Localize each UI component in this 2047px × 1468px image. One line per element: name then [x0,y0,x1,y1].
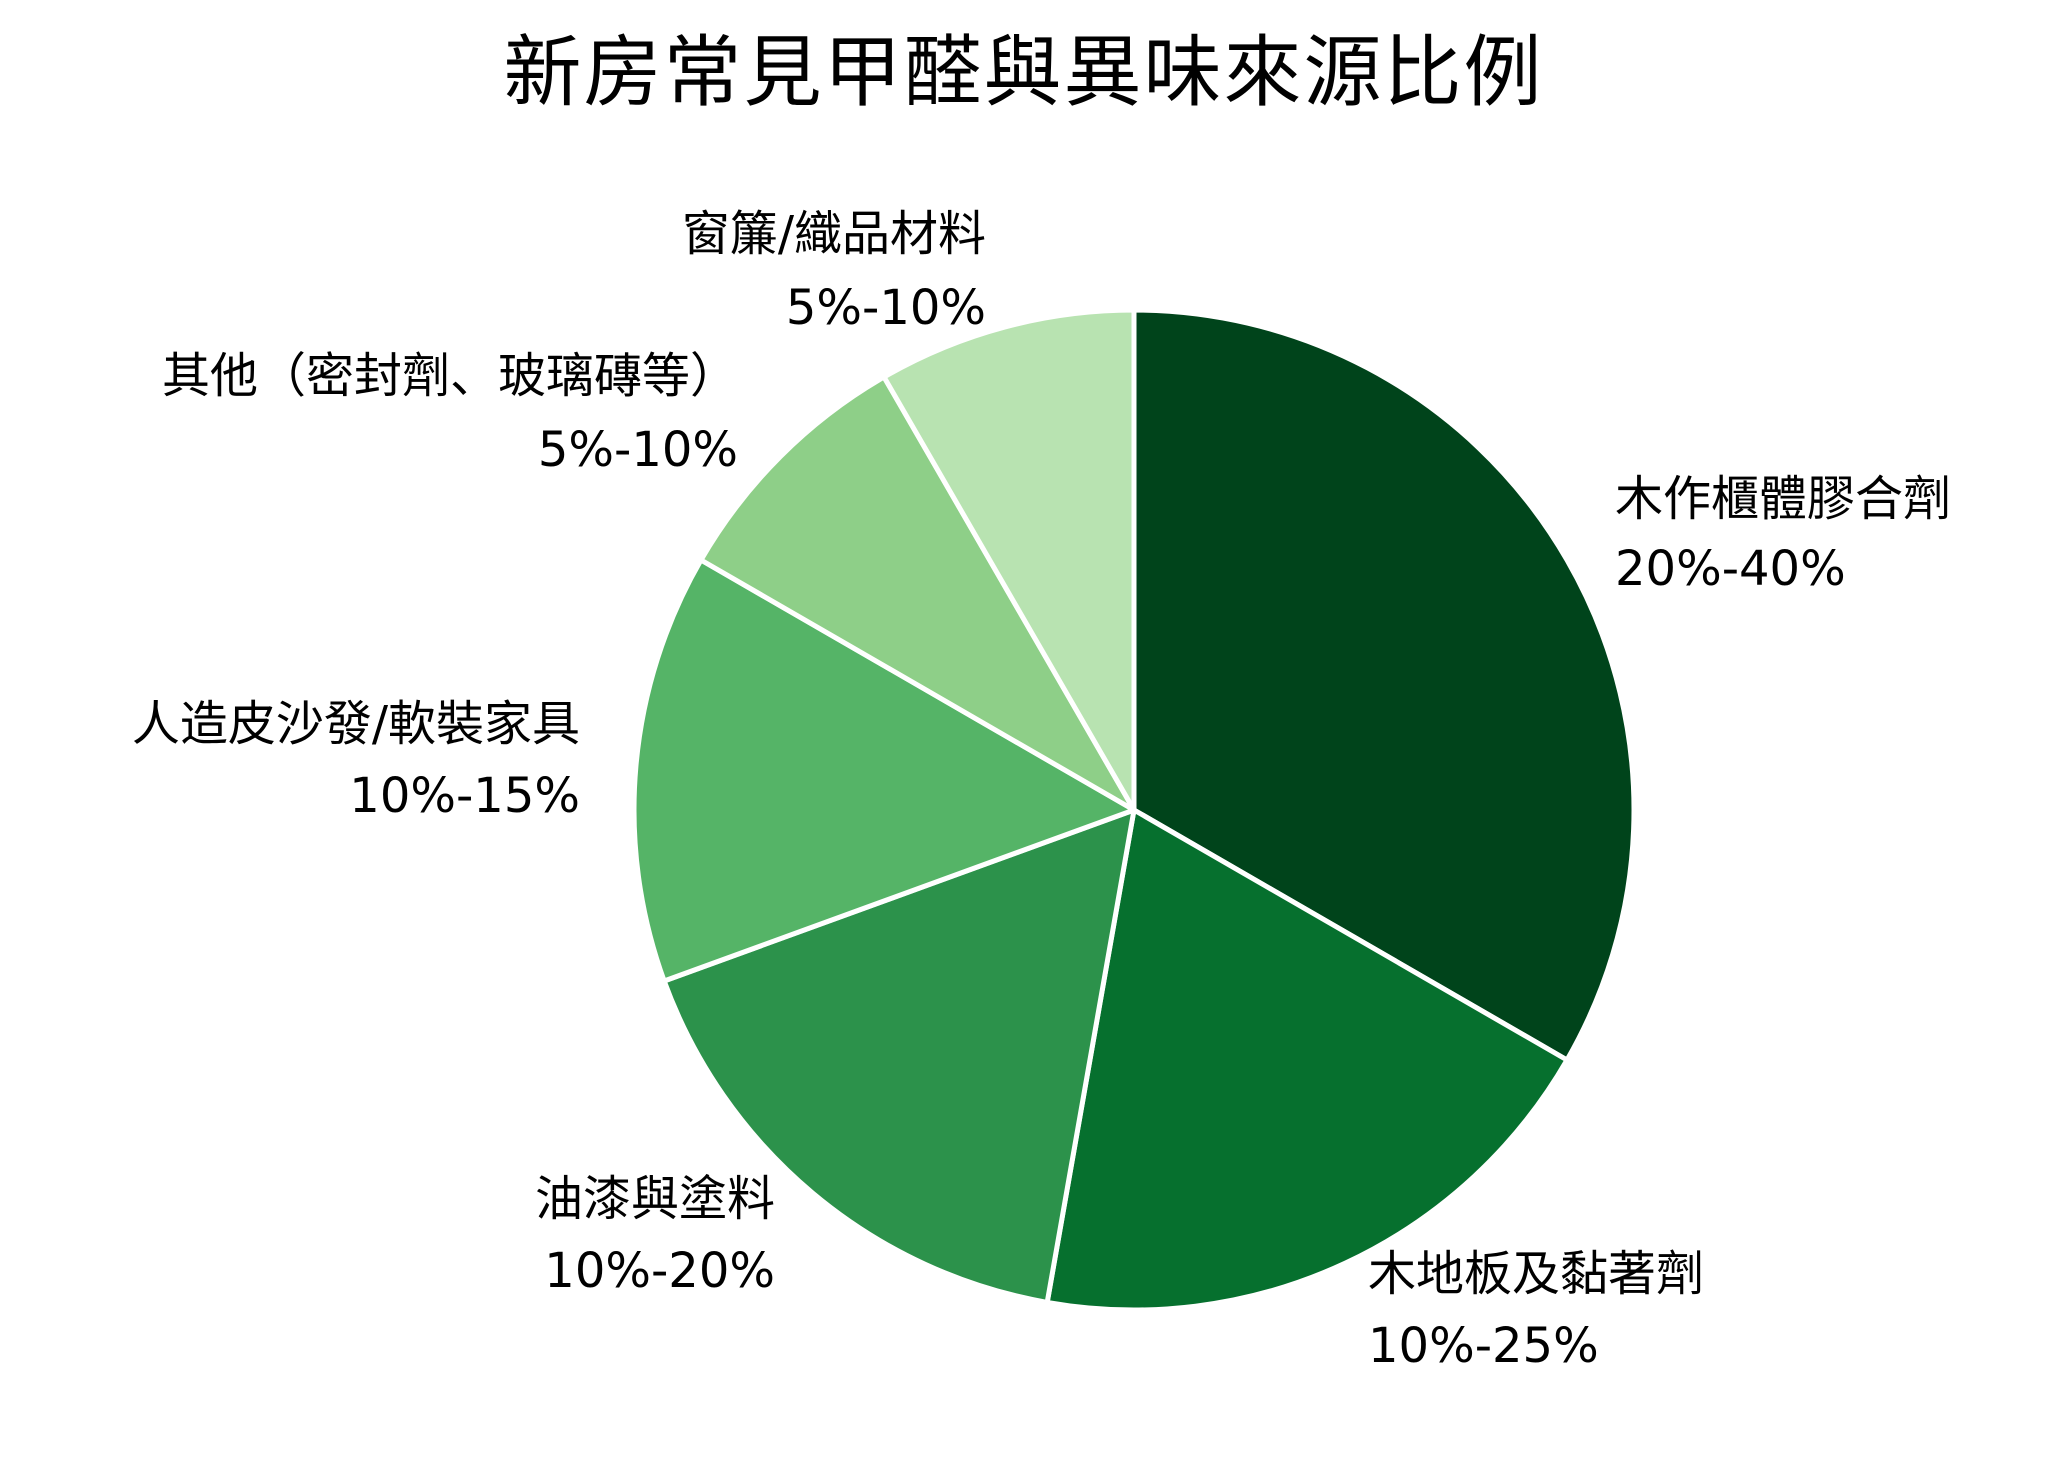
slice-name-label: 人造皮沙發/軟裝家具 [132,696,580,752]
slice-range-label: 5%-10% [538,422,738,478]
pie-slice [631,557,1137,984]
slice-range-label: 10%-25% [1368,1318,1599,1374]
pie-slice [698,374,1137,813]
slice-range-label: 20%-40% [1615,541,1846,597]
slice-name-label: 窗簾/織品材料 [682,206,986,262]
slice-range-label: 10%-15% [349,768,580,824]
pie-slice [661,807,1137,1305]
pie-slice [1131,307,1637,1063]
slice-range-label: 5%-10% [786,280,986,336]
slice-name-label: 木作櫃體膠合劑 [1615,471,1951,527]
slice-labels: 木作櫃體膠合劑 20%-40% 木地板及黏著劑 10%-25% 油漆與塗料 10%-20%… [132,206,1951,1374]
pie-slices [631,307,1637,1313]
slice-name-label: 油漆與塗料 [535,1171,775,1227]
chart-title: 新房常見甲醛與異味來源比例 [503,28,1544,118]
slice-name-label: 木地板及黏著劑 [1368,1246,1704,1302]
pie-slice [1044,807,1570,1313]
slice-range-label: 10%-20% [544,1243,775,1299]
slice-name-label: 其他（密封劑、玻璃磚等） [162,348,738,404]
pie-slice [881,307,1137,813]
